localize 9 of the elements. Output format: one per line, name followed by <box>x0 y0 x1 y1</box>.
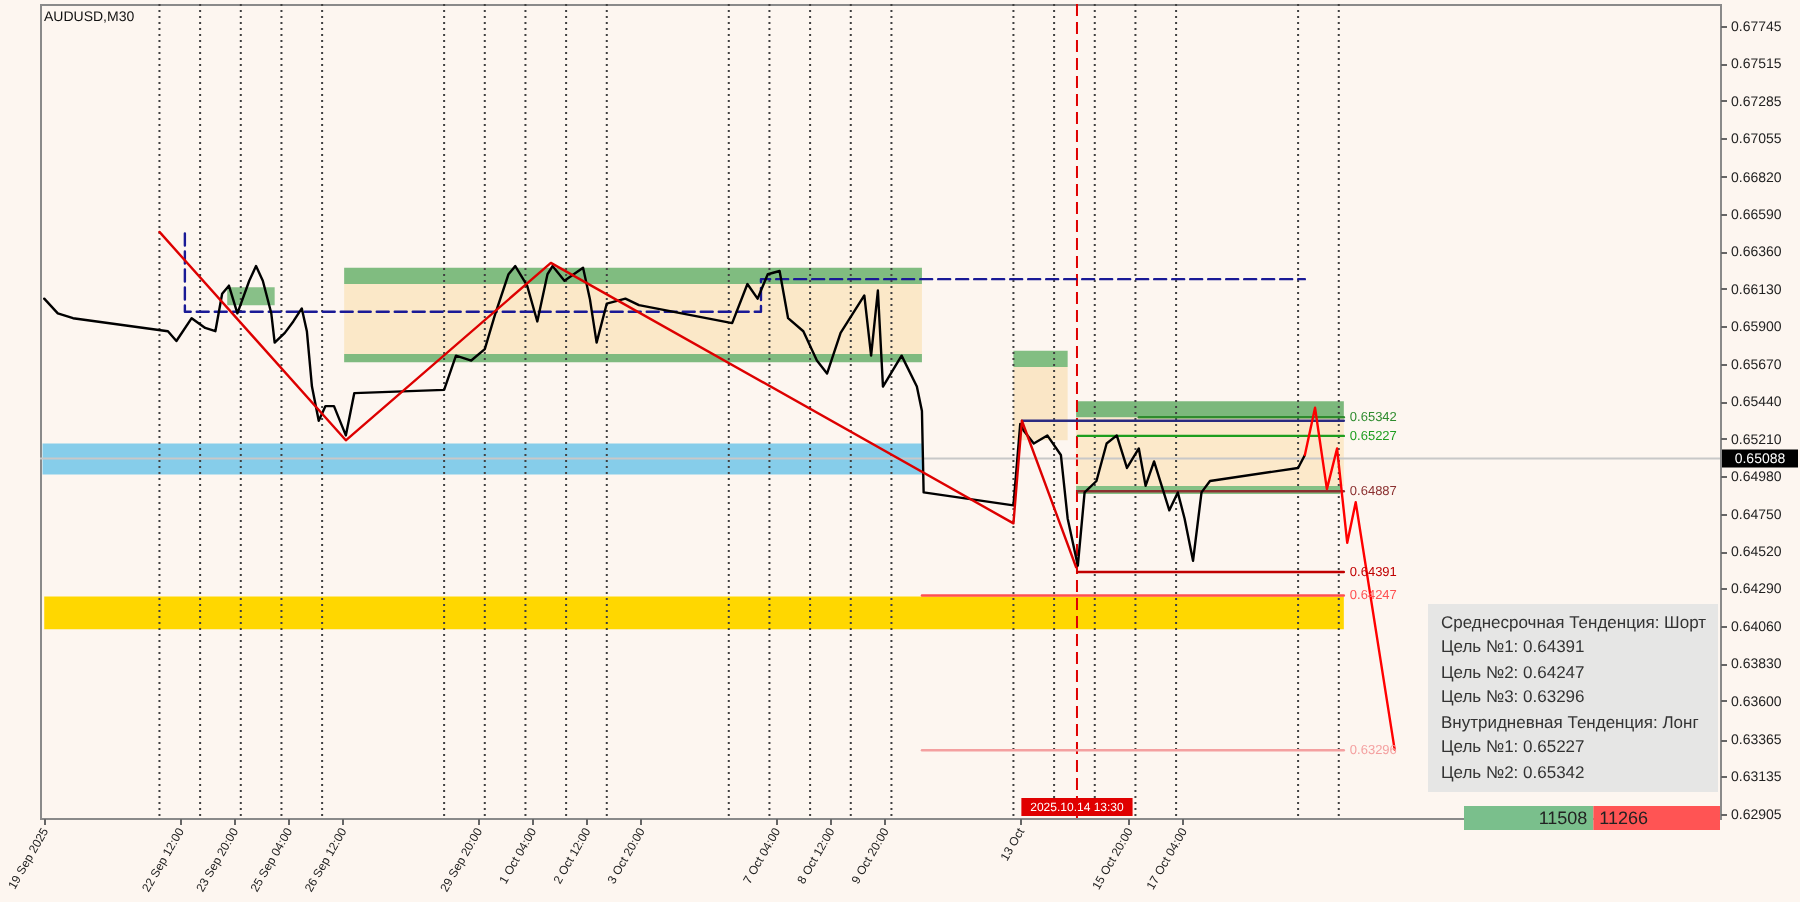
annotation: Цель №3: 0.63296 <box>1440 684 1587 709</box>
annotation: Среднесрочная Тенденция: Шорт <box>1440 609 1706 634</box>
annotation: Цель №1: 0.65227 <box>1440 734 1587 759</box>
data-label: 11508 <box>1538 808 1588 828</box>
data-label: 11266 <box>1599 808 1649 828</box>
annotation: Цель №2: 0.65342 <box>1440 759 1587 784</box>
annotation: Цель №2: 0.64247 <box>1440 659 1587 684</box>
annotation: Цель №1: 0.64391 <box>1440 634 1587 659</box>
annotation: Внутридневная Тенденция: Лонг <box>1440 709 1701 734</box>
